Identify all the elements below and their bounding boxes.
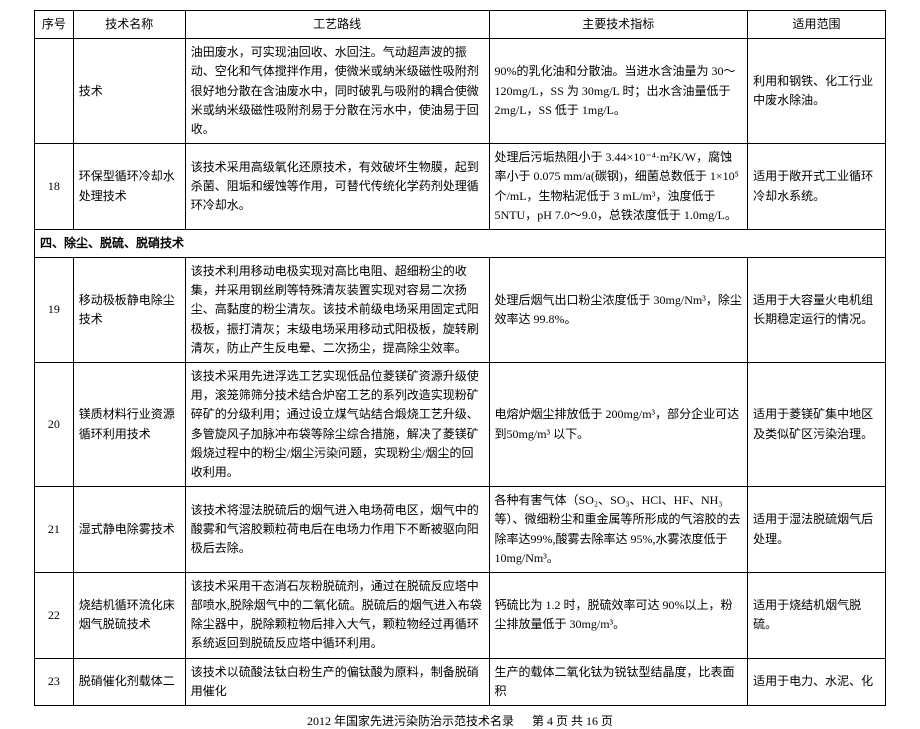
header-scope: 适用范围 bbox=[748, 11, 886, 39]
cell-metric: 生产的载体二氧化钛为锐钛型结晶度，比表面积 bbox=[489, 658, 748, 705]
header-row: 序号 技术名称 工艺路线 主要技术指标 适用范围 bbox=[35, 11, 886, 39]
cell-scope: 适用于大容量火电机组长期稳定运行的情况。 bbox=[748, 258, 886, 363]
cell-metric: 90%的乳化油和分散油。当进水含油量为 30～120mg/L，SS 为 30mg… bbox=[489, 39, 748, 144]
table-row: 技术 油田废水，可实现油回收、水回注。气动超声波的振动、空化和气体搅拌作用，使微… bbox=[35, 39, 886, 144]
cell-route: 该技术采用先进浮选工艺实现低品位菱镁矿资源升级使用，滚笼筛筛分技术结合炉窑工艺的… bbox=[185, 363, 489, 487]
cell-metric: 各种有害气体（SO₂、SO₃、HCl、HF、NH₃等）、微细粉尘和重金属等所形成… bbox=[489, 487, 748, 573]
page-footer: 2012 年国家先进污染防治示范技术名录 第 4 页 共 16 页 bbox=[34, 712, 886, 729]
cell-name: 湿式静电除雾技术 bbox=[73, 487, 185, 573]
cell-num: 22 bbox=[35, 572, 74, 658]
tech-table: 序号 技术名称 工艺路线 主要技术指标 适用范围 技术 油田废水，可实现油回收、… bbox=[34, 10, 886, 706]
table-row: 23 脱硝催化剂载体二 该技术以硫酸法钛白粉生产的偏钛酸为原料，制备脱硝用催化 … bbox=[35, 658, 886, 705]
cell-num: 18 bbox=[35, 144, 74, 230]
cell-metric: 处理后烟气出口粉尘浓度低于 30mg/Nm³，除尘效率达 99.8%。 bbox=[489, 258, 748, 363]
cell-route: 油田废水，可实现油回收、水回注。气动超声波的振动、空化和气体搅拌作用，使微米或纳… bbox=[185, 39, 489, 144]
header-metric: 主要技术指标 bbox=[489, 11, 748, 39]
footer-page: 第 4 页 共 16 页 bbox=[532, 714, 613, 728]
cell-scope: 适用于敞开式工业循环冷却水系统。 bbox=[748, 144, 886, 230]
table-row: 21 湿式静电除雾技术 该技术将湿法脱硫后的烟气进入电场荷电区，烟气中的酸雾和气… bbox=[35, 487, 886, 573]
cell-name: 环保型循环冷却水处理技术 bbox=[73, 144, 185, 230]
cell-num bbox=[35, 39, 74, 144]
table-row: 22 烧结机循环流化床烟气脱硫技术 该技术采用干态消石灰粉脱硫剂，通过在脱硫反应… bbox=[35, 572, 886, 658]
cell-scope: 适用于湿法脱硫烟气后处理。 bbox=[748, 487, 886, 573]
cell-name: 移动极板静电除尘技术 bbox=[73, 258, 185, 363]
cell-route: 该技术采用干态消石灰粉脱硫剂，通过在脱硫反应塔中部喷水,脱除烟气中的二氧化硫。脱… bbox=[185, 572, 489, 658]
cell-scope: 适用于菱镁矿集中地区及类似矿区污染治理。 bbox=[748, 363, 886, 487]
header-route: 工艺路线 bbox=[185, 11, 489, 39]
cell-route: 该技术利用移动电极实现对高比电阻、超细粉尘的收集，并采用钢丝刷等特殊清灰装置实现… bbox=[185, 258, 489, 363]
cell-scope: 适用于烧结机烟气脱硫。 bbox=[748, 572, 886, 658]
table-row: 19 移动极板静电除尘技术 该技术利用移动电极实现对高比电阻、超细粉尘的收集，并… bbox=[35, 258, 886, 363]
cell-num: 20 bbox=[35, 363, 74, 487]
cell-name: 技术 bbox=[73, 39, 185, 144]
cell-route: 该技术以硫酸法钛白粉生产的偏钛酸为原料，制备脱硝用催化 bbox=[185, 658, 489, 705]
cell-metric: 钙硫比为 1.2 时，脱硫效率可达 90%以上，粉尘排放量低于 30mg/m³。 bbox=[489, 572, 748, 658]
cell-name: 镁质材料行业资源循环利用技术 bbox=[73, 363, 185, 487]
header-name: 技术名称 bbox=[73, 11, 185, 39]
cell-num: 19 bbox=[35, 258, 74, 363]
table-row: 20 镁质材料行业资源循环利用技术 该技术采用先进浮选工艺实现低品位菱镁矿资源升… bbox=[35, 363, 886, 487]
cell-num: 21 bbox=[35, 487, 74, 573]
header-num: 序号 bbox=[35, 11, 74, 39]
section-title: 四、除尘、脱硫、脱硝技术 bbox=[35, 229, 886, 257]
cell-name: 脱硝催化剂载体二 bbox=[73, 658, 185, 705]
footer-title: 2012 年国家先进污染防治示范技术名录 bbox=[307, 714, 514, 728]
cell-scope: 利用和钢铁、化工行业中废水除油。 bbox=[748, 39, 886, 144]
cell-num: 23 bbox=[35, 658, 74, 705]
cell-scope: 适用于电力、水泥、化 bbox=[748, 658, 886, 705]
cell-name: 烧结机循环流化床烟气脱硫技术 bbox=[73, 572, 185, 658]
cell-metric: 处理后污垢热阻小于 3.44×10⁻⁴·m²K/W，腐蚀率小于 0.075 mm… bbox=[489, 144, 748, 230]
cell-route: 该技术将湿法脱硫后的烟气进入电场荷电区，烟气中的酸雾和气溶胶颗粒荷电后在电场力作… bbox=[185, 487, 489, 573]
cell-route: 该技术采用高级氧化还原技术，有效破坏生物膜，起到杀菌、阻垢和缓蚀等作用，可替代传… bbox=[185, 144, 489, 230]
table-row: 18 环保型循环冷却水处理技术 该技术采用高级氧化还原技术，有效破坏生物膜，起到… bbox=[35, 144, 886, 230]
cell-metric: 电熔炉烟尘排放低于 200mg/m³，部分企业可达到50mg/m³ 以下。 bbox=[489, 363, 748, 487]
section-row: 四、除尘、脱硫、脱硝技术 bbox=[35, 229, 886, 257]
